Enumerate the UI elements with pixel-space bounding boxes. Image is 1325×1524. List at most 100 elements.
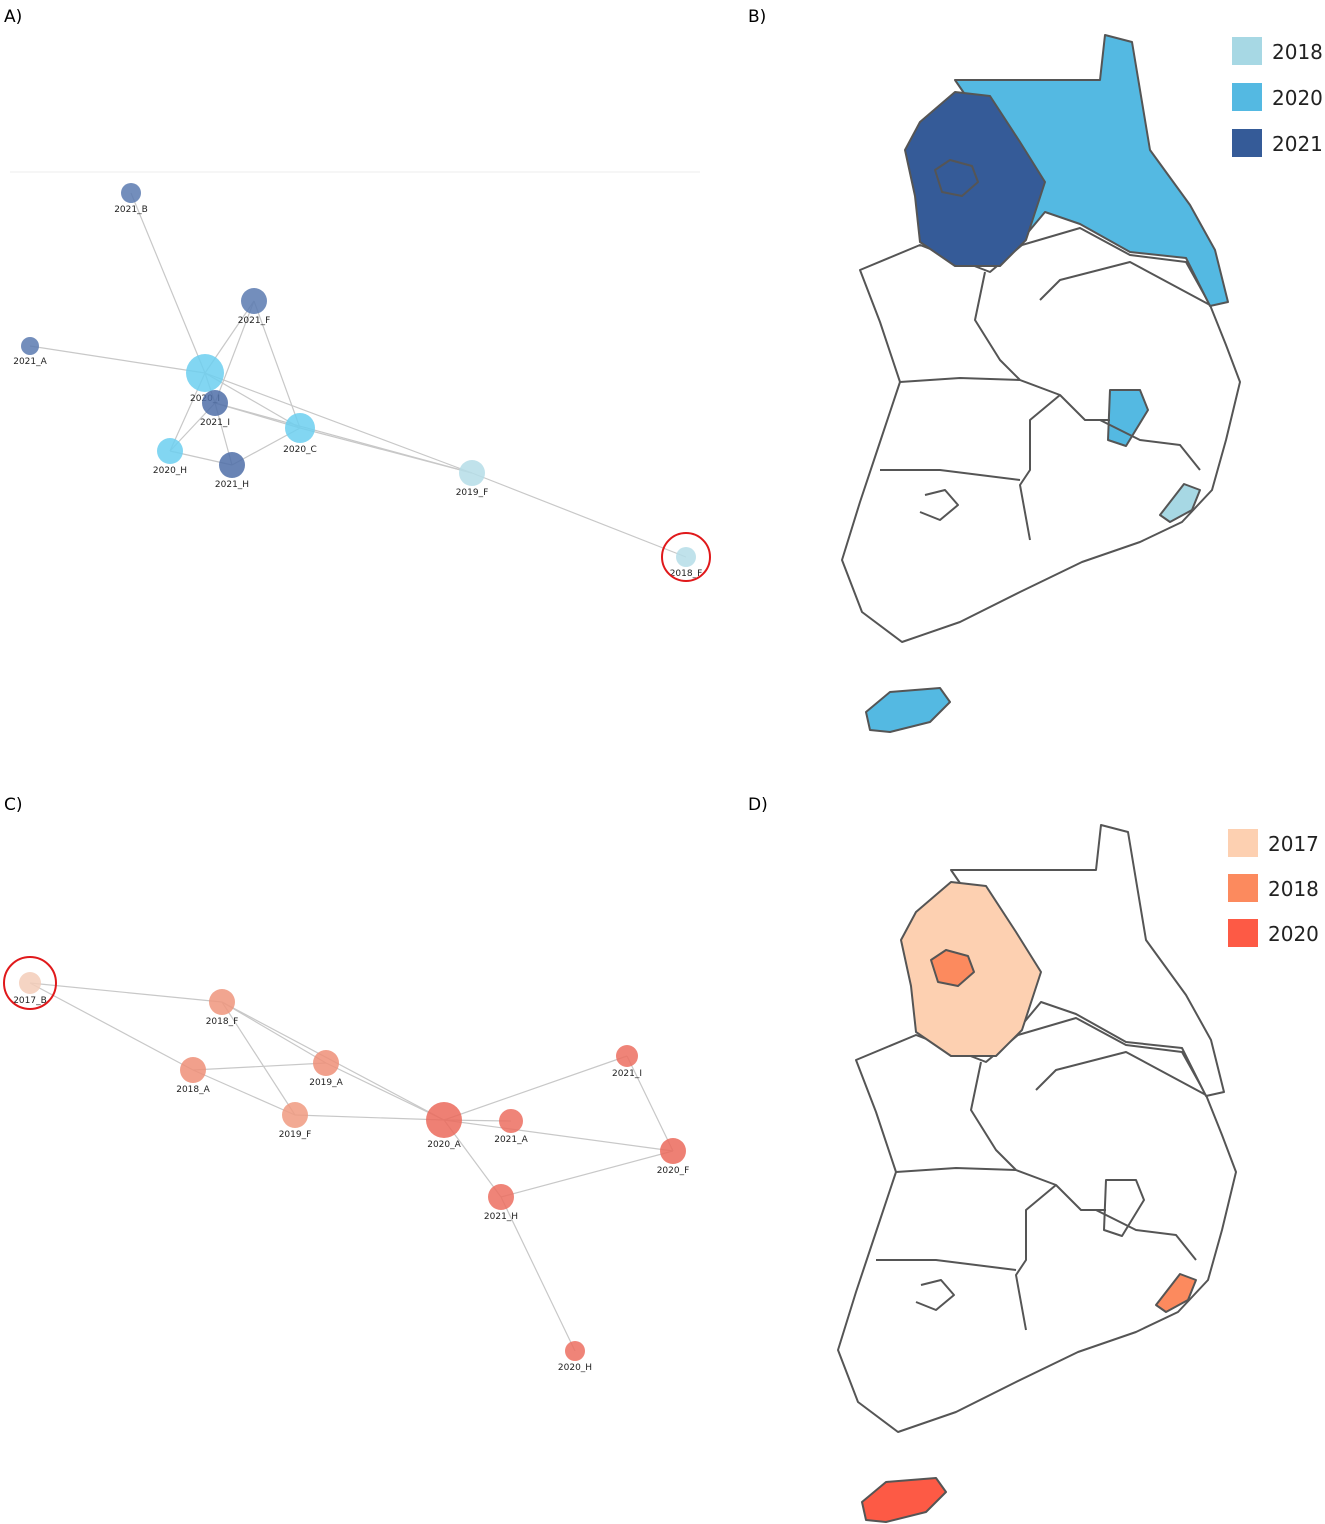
node-label: 2020_A xyxy=(427,1140,461,1150)
node-label: 2021_F xyxy=(238,316,271,326)
node xyxy=(241,288,267,314)
node xyxy=(616,1045,638,1067)
edge xyxy=(471,472,687,558)
node-label: 2019_F xyxy=(279,1130,312,1140)
border xyxy=(1095,1209,1197,1261)
node xyxy=(565,1341,585,1361)
region xyxy=(1103,1179,1145,1237)
region xyxy=(1155,1273,1197,1313)
border xyxy=(876,1259,1017,1271)
node-label: 2021_B xyxy=(114,205,148,215)
node-label: 2018_A xyxy=(176,1085,210,1095)
map xyxy=(837,824,1237,1523)
node-label: 2021_I xyxy=(200,418,230,428)
border xyxy=(1039,261,1211,306)
legend-label: 2018 xyxy=(1272,40,1323,64)
panel-label: B) xyxy=(748,7,766,27)
node xyxy=(21,337,39,355)
legend-swatch xyxy=(1228,874,1258,902)
node xyxy=(676,547,696,567)
node xyxy=(202,390,228,416)
border xyxy=(899,377,1021,383)
region xyxy=(841,227,1241,643)
node-label: 2019_F xyxy=(456,488,489,498)
map xyxy=(841,34,1241,733)
border xyxy=(1035,1051,1207,1096)
node xyxy=(219,452,245,478)
highlight-ring xyxy=(3,956,57,1010)
edge xyxy=(192,1062,327,1071)
node xyxy=(19,972,41,994)
edge xyxy=(500,1150,674,1198)
edge xyxy=(29,982,223,1003)
node-label: 2020_H xyxy=(558,1363,592,1373)
node xyxy=(488,1184,514,1210)
edge xyxy=(443,1119,674,1152)
region xyxy=(865,687,951,733)
panel-label: D) xyxy=(748,795,768,815)
node-label: 2020_C xyxy=(283,445,317,455)
node-label: 2021_A xyxy=(13,357,47,367)
node xyxy=(313,1050,339,1076)
panel-label: A) xyxy=(4,7,22,27)
node xyxy=(426,1102,462,1138)
region xyxy=(1159,483,1201,523)
edge xyxy=(325,1062,445,1121)
panel-label: C) xyxy=(4,795,23,815)
legend-label: 2020 xyxy=(1272,86,1323,110)
edge xyxy=(221,1001,296,1116)
node xyxy=(157,438,183,464)
border xyxy=(895,1167,1017,1173)
node xyxy=(285,413,315,443)
node xyxy=(282,1102,308,1128)
node-label: 2018_F xyxy=(206,1017,239,1027)
node xyxy=(121,183,141,203)
node-label: 2020_H xyxy=(153,466,187,476)
legend-swatch xyxy=(1232,83,1262,111)
edge xyxy=(294,1114,445,1121)
node xyxy=(499,1109,523,1133)
edge xyxy=(443,1055,628,1121)
node-label: 2020_F xyxy=(657,1166,690,1176)
highlight-ring xyxy=(661,532,711,582)
border xyxy=(919,489,959,521)
edge xyxy=(29,345,206,374)
region xyxy=(861,1477,947,1523)
node-label: 2021_I xyxy=(612,1069,642,1079)
edge xyxy=(29,982,194,1071)
edge xyxy=(253,300,301,429)
node-label: 2021_H xyxy=(484,1212,518,1222)
node-label: 2019_A xyxy=(309,1078,343,1088)
node-label: 2017_B xyxy=(13,996,47,1006)
legend-label: 2017 xyxy=(1268,832,1319,856)
border xyxy=(1019,394,1061,541)
node xyxy=(660,1138,686,1164)
legend-swatch xyxy=(1228,829,1258,857)
region xyxy=(930,949,975,987)
node-label: 2021_A xyxy=(494,1135,528,1145)
region xyxy=(934,159,979,197)
node-label: 2021_H xyxy=(215,480,249,490)
edge xyxy=(626,1055,674,1152)
edge xyxy=(214,300,255,404)
node xyxy=(209,989,235,1015)
node xyxy=(459,460,485,486)
edge xyxy=(299,427,473,474)
region xyxy=(837,1017,1237,1433)
node xyxy=(186,354,224,392)
legend-label: 2021 xyxy=(1272,132,1323,156)
edge xyxy=(221,1001,327,1064)
node-label: 2018_F xyxy=(670,569,703,579)
border xyxy=(1015,1184,1057,1331)
border xyxy=(915,1279,955,1311)
edge xyxy=(204,372,473,474)
legend-swatch xyxy=(1232,129,1262,157)
edge xyxy=(130,192,206,374)
border xyxy=(880,469,1021,481)
edge xyxy=(500,1196,576,1352)
legend-swatch xyxy=(1232,37,1262,65)
legend-label: 2020 xyxy=(1268,922,1319,946)
legend-label: 2018 xyxy=(1268,877,1319,901)
region xyxy=(1107,389,1149,447)
edge xyxy=(192,1069,296,1116)
